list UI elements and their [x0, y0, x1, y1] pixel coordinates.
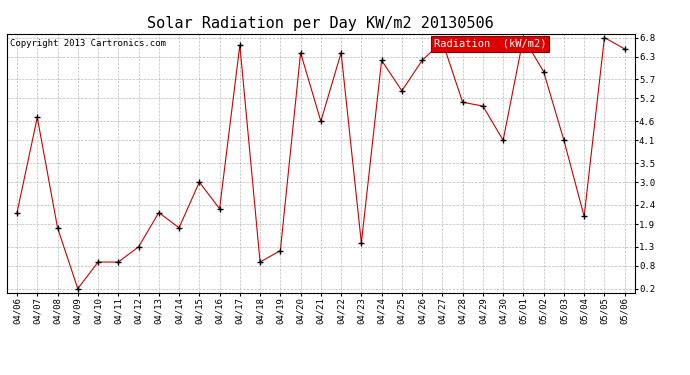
Text: Radiation  (kW/m2): Radiation (kW/m2)	[434, 39, 546, 49]
Title: Solar Radiation per Day KW/m2 20130506: Solar Radiation per Day KW/m2 20130506	[148, 16, 494, 31]
Text: Copyright 2013 Cartronics.com: Copyright 2013 Cartronics.com	[10, 39, 166, 48]
